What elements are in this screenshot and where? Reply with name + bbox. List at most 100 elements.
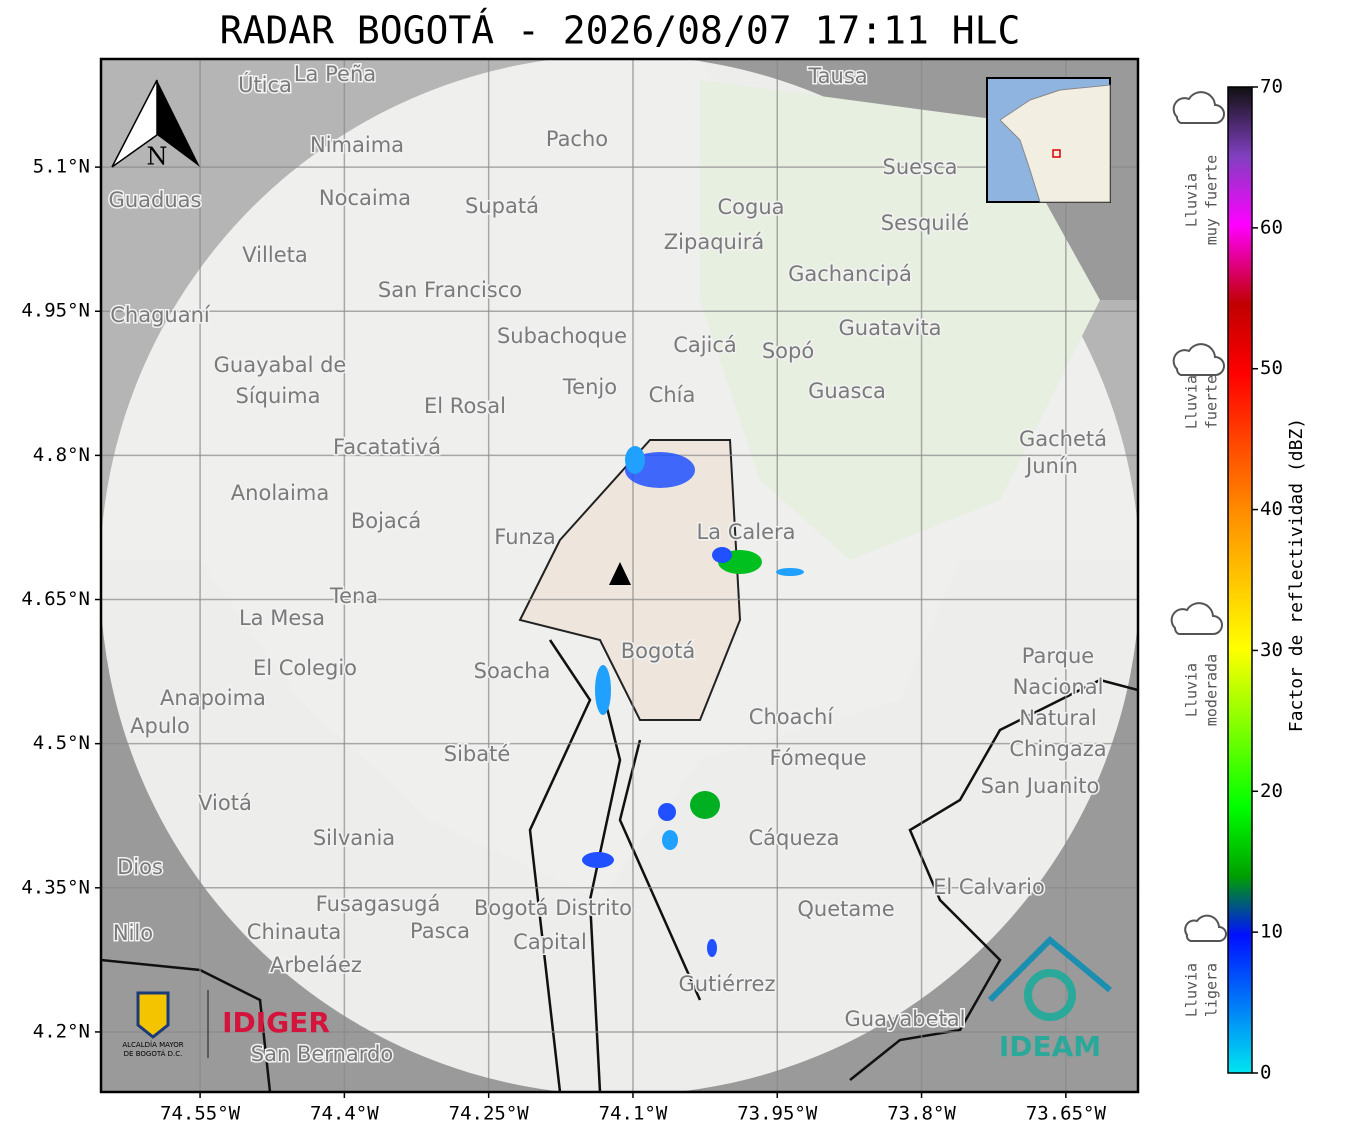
rain-class-label: muy fuerte: [1203, 155, 1221, 245]
place-label: El Rosal: [424, 394, 506, 418]
place-label: Tausa: [807, 64, 867, 88]
place-label: Anapoima: [160, 686, 266, 710]
place-label: Pacho: [546, 127, 608, 151]
place-label: Arbeláez: [270, 953, 362, 977]
place-label: Cáqueza: [749, 826, 840, 850]
place-label: El Calvario: [933, 875, 1045, 899]
place-label: Gachetá: [1019, 427, 1107, 451]
x-tick-label: 74.4°W: [310, 1103, 379, 1125]
place-label: Chía: [649, 383, 696, 407]
place-label: Zipaquirá: [664, 230, 764, 254]
radar-echoes: [582, 446, 804, 957]
place-label: Nilo: [113, 921, 153, 945]
alcaldia-logo: ALCALDÍA MAYOR DE BOGOTÁ D.C. IDIGER: [122, 990, 330, 1058]
place-label: Guayabetal: [845, 1007, 966, 1031]
place-label: La Peña: [294, 62, 376, 86]
rain-class-label: Lluvia: [1183, 963, 1201, 1017]
place-label: Sopó: [762, 339, 814, 363]
place-label: Villeta: [242, 243, 307, 267]
alcaldia-line-2: DE BOGOTÁ D.C.: [124, 1049, 183, 1058]
place-label: La Calera: [696, 520, 795, 544]
inset-map: [986, 77, 1111, 203]
bogota-urban: [518, 439, 742, 721]
grid: [101, 59, 1138, 1092]
colorbar-tick-label: 40: [1260, 498, 1283, 520]
place-label: El Colegio: [253, 656, 357, 680]
place-label: Bogotá: [621, 639, 696, 663]
place-label: Parque: [1022, 644, 1094, 668]
map-frame: [99, 57, 1140, 1094]
x-tick-label: 74.55°W: [160, 1103, 241, 1125]
y-tick-label: 4.5°N: [33, 732, 90, 754]
x-tick-label: 74.1°W: [599, 1103, 668, 1125]
place-label: La Mesa: [239, 606, 325, 630]
colorbar-tick-label: 60: [1260, 216, 1283, 238]
y-tick-label: 4.8°N: [33, 444, 90, 466]
x-tick-label: 73.8°W: [887, 1103, 956, 1125]
place-label: Subachoque: [497, 324, 627, 348]
colorbar-tick-label: 70: [1260, 76, 1283, 98]
place-label: Tenjo: [562, 375, 617, 399]
rain-class-label: Lluvia: [1183, 375, 1201, 429]
place-label: Chinauta: [247, 920, 341, 944]
colorbar-ticks: 0 10 20 30 40 50 60 70: [1252, 76, 1283, 1084]
place-label: Choachí: [749, 705, 835, 729]
place-label: Guaduas: [109, 188, 202, 212]
y-tick-label: 4.2°N: [33, 1020, 90, 1042]
place-label: Nacional: [1013, 675, 1104, 699]
colorbar-tick-label: 30: [1260, 639, 1283, 661]
place-label: Quetame: [797, 897, 894, 921]
place-label: Pasca: [410, 919, 470, 943]
place-label: Suesca: [883, 155, 958, 179]
colorbar-tick-label: 20: [1260, 780, 1283, 802]
colorbar-tick-label: 50: [1260, 357, 1283, 379]
place-label: Sesquilé: [881, 211, 969, 235]
y-tick-label: 4.95°N: [21, 300, 90, 322]
place-label: Guasca: [808, 379, 886, 403]
place-label: Sibaté: [444, 742, 511, 766]
place-label: San Juanito: [981, 774, 1100, 798]
place-label: Guatavita: [839, 316, 942, 340]
rain-icons: [1170, 91, 1227, 942]
axes: 74.55°W 74.4°W 74.25°W 74.1°W 73.95°W 73.8°W 7…: [21, 156, 1106, 1125]
rain-class-label: ligera: [1203, 963, 1221, 1017]
place-label: San Francisco: [378, 278, 522, 302]
place-label: Nocaima: [319, 186, 411, 210]
radar-site: [609, 562, 631, 585]
place-label: Gachancipá: [788, 262, 912, 286]
place-label: Gutiérrez: [679, 972, 776, 996]
place-label: Silvania: [313, 826, 395, 850]
colorbar-tick-label: 0: [1260, 1062, 1271, 1084]
x-tick-label: 73.65°W: [1026, 1103, 1107, 1125]
place-label: Bojacá: [351, 509, 421, 533]
place-label: Síquima: [236, 384, 321, 408]
place-label: Junín: [1024, 454, 1078, 478]
place-label: Tena: [329, 584, 378, 608]
place-label: Cogua: [717, 195, 784, 219]
place-label: Chaguaní: [110, 303, 211, 327]
place-label: Capital: [513, 930, 587, 954]
place-label: Dios: [117, 855, 163, 879]
place-label: Guayabal de: [214, 353, 347, 377]
alcaldia-line-1: ALCALDÍA MAYOR: [122, 1040, 183, 1049]
colorbar-tick-label: 10: [1260, 921, 1283, 943]
place-label: Supatá: [465, 194, 539, 218]
place-label: Funza: [494, 525, 555, 549]
y-tick-label: 4.65°N: [21, 588, 90, 610]
place-label: Fusagasugá: [316, 892, 441, 916]
place-label: Facatativá: [333, 435, 441, 459]
rain-class-label: moderada: [1203, 654, 1221, 726]
place-label: Bogotá Distrito: [474, 896, 632, 920]
colorbar-label: Factor de reflectividad (dBZ): [1286, 418, 1307, 732]
x-tick-label: 73.95°W: [737, 1103, 818, 1125]
place-label: Viotá: [198, 791, 252, 815]
north-arrow: N: [111, 79, 200, 171]
ideam-logo: IDEAM: [987, 935, 1112, 1063]
y-tick-label: 5.1°N: [33, 156, 90, 178]
place-label: Soacha: [474, 659, 551, 683]
place-label: San Bernardo: [251, 1042, 393, 1066]
place-label: Natural: [1019, 706, 1096, 730]
idiger-logo: IDIGER: [222, 1006, 330, 1039]
